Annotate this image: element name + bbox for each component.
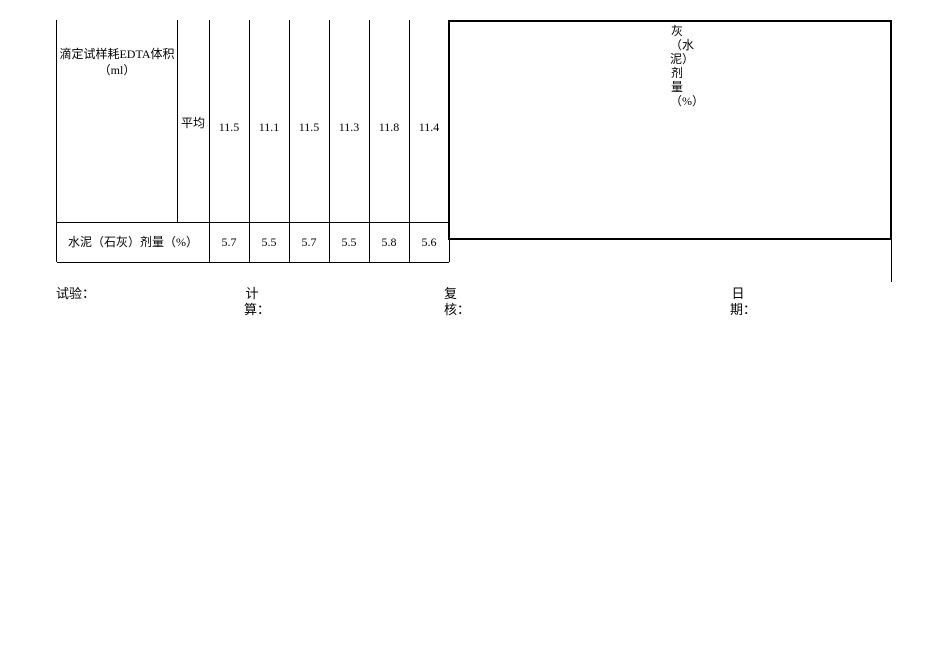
left-table: 滴定试样耗EDTA体积（ml） 平均 11.5 11.1 11.5 11.3 1… [56, 20, 450, 262]
dosage-v2: 5.5 [260, 233, 279, 251]
cell-avg-label: 平均 [177, 20, 210, 222]
label-calc: 计算： [244, 286, 260, 318]
cell-dosage-v3: 5.7 [289, 222, 330, 262]
cell-dosage-v4: 5.5 [329, 222, 370, 262]
cell-edta-v4: 11.3 [329, 20, 370, 222]
page-root: 滴定试样耗EDTA体积（ml） 平均 11.5 11.1 11.5 11.3 1… [0, 0, 945, 669]
edta-v2: 11.1 [249, 120, 289, 135]
cell-edta-v6: 11.4 [409, 20, 449, 222]
cell-dosage-v5: 5.8 [369, 222, 410, 262]
cell-dosage-v6: 5.6 [409, 222, 449, 262]
dosage-v5: 5.8 [380, 233, 399, 251]
row-dosage: 水泥（石灰）剂量（%） 5.7 5.5 5.7 5.5 5.8 5.6 [57, 222, 449, 263]
edta-v5: 11.8 [369, 120, 409, 135]
cell-edta-label: 滴定试样耗EDTA体积（ml） [57, 20, 178, 222]
row-edta: 滴定试样耗EDTA体积（ml） 平均 11.5 11.1 11.5 11.3 1… [57, 20, 449, 223]
dosage-label-text: 水泥（石灰）剂量（%） [66, 233, 200, 251]
right-outer-border [891, 20, 892, 282]
cell-dosage-v1: 5.7 [209, 222, 250, 262]
table-region: 滴定试样耗EDTA体积（ml） 平均 11.5 11.1 11.5 11.3 1… [56, 20, 892, 262]
dosage-v3: 5.7 [300, 233, 319, 251]
cell-dosage-label: 水泥（石灰）剂量（%） [57, 222, 210, 262]
dosage-v4: 5.5 [340, 233, 359, 251]
label-test: 试验： [56, 286, 116, 302]
cell-edta-v2: 11.1 [249, 20, 290, 222]
right-vertical-label: 灰（水泥）剂量（%） [670, 24, 684, 240]
edta-v6: 11.4 [409, 120, 449, 135]
dosage-v6: 5.6 [420, 233, 439, 251]
dosage-v1: 5.7 [220, 233, 239, 251]
avg-label-text: 平均 [177, 116, 209, 130]
cell-edta-v5: 11.8 [369, 20, 410, 222]
label-date: 日期： [730, 286, 746, 318]
cell-dosage-v2: 5.5 [249, 222, 290, 262]
label-review: 复核： [444, 286, 474, 318]
cell-edta-v3: 11.5 [289, 20, 330, 222]
edta-v4: 11.3 [329, 120, 369, 135]
footer-labels: 试验： 计算： 复核： 日期： [56, 286, 892, 326]
edta-v1: 11.5 [209, 120, 249, 135]
right-box: 灰（水泥）剂量（%） [448, 20, 892, 240]
cell-edta-v1: 11.5 [209, 20, 250, 222]
edta-v3: 11.5 [289, 120, 329, 135]
edta-label-text: 滴定试样耗EDTA体积（ml） [59, 46, 175, 78]
